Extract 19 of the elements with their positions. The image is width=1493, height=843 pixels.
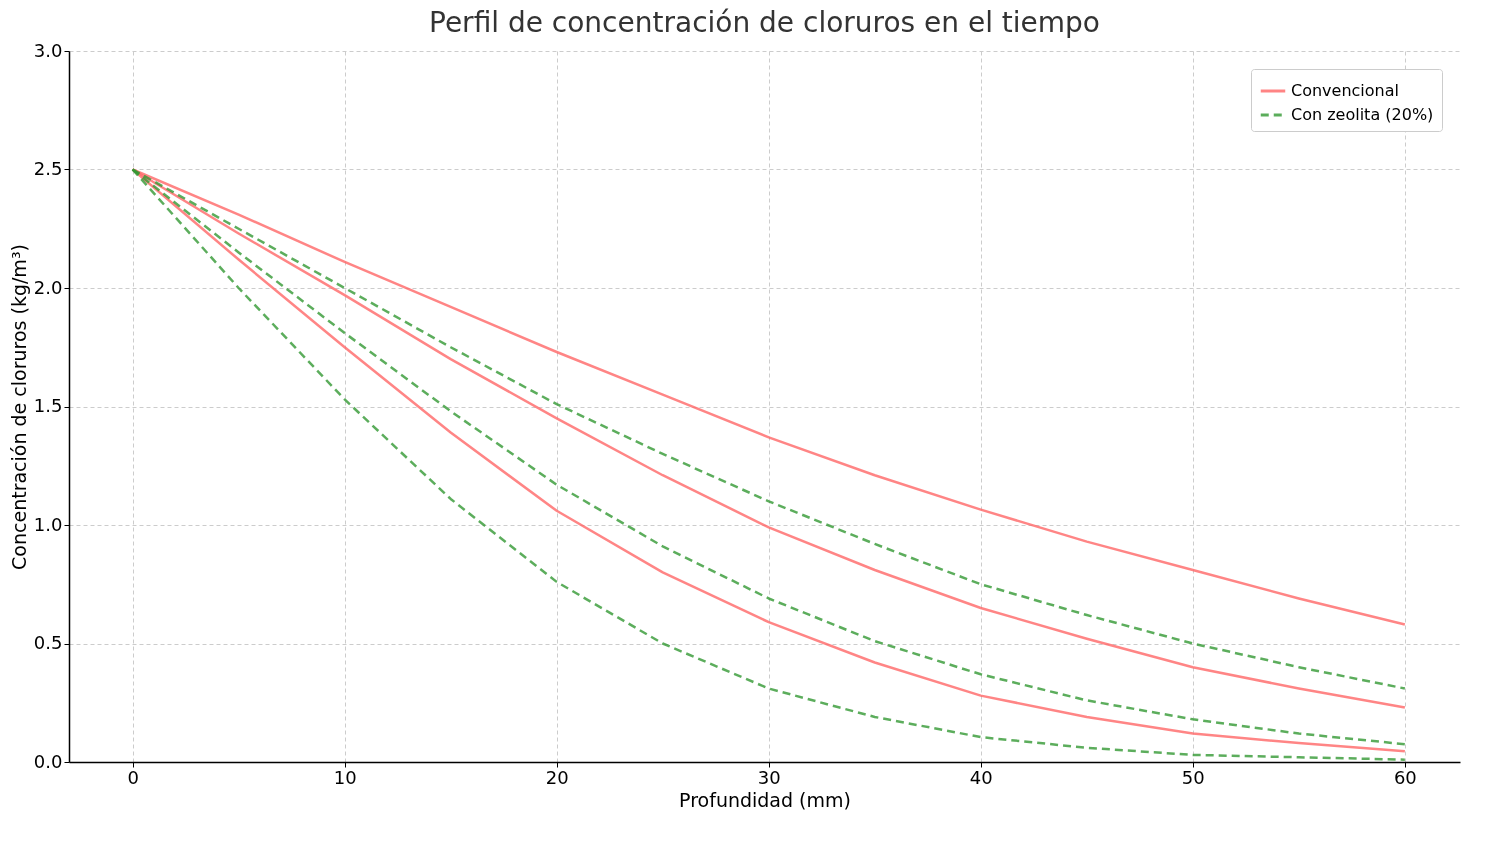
y-tick-label: 3.0 xyxy=(33,39,63,61)
y-tick-label: 1.5 xyxy=(33,395,63,416)
x-axis-title: Profundidad (mm) xyxy=(679,788,851,811)
x-tick-label: 30 xyxy=(757,766,781,788)
x-tick-label: 20 xyxy=(545,766,569,788)
y-tick-label: 1.0 xyxy=(33,513,63,535)
y-tick-label: 2.0 xyxy=(33,276,63,298)
y-tick-label: 2.5 xyxy=(33,158,63,179)
y-axis-title: Concentración de cloruros (kg/m³) xyxy=(7,244,30,570)
y-tick-label: 0.0 xyxy=(33,750,63,772)
legend-label: Con zeolita (20%) xyxy=(1291,105,1434,124)
chart-title: Perfil de concentración de cloruros en el tiempo xyxy=(428,6,1101,39)
x-tick-label: 60 xyxy=(1393,766,1417,788)
x-tick-label: 0 xyxy=(127,766,139,788)
x-tick-label: 10 xyxy=(333,766,357,788)
x-tick-label: 50 xyxy=(1181,766,1205,788)
legend-label: Convencional xyxy=(1291,81,1399,100)
x-tick-label: 40 xyxy=(969,766,993,788)
y-tick-label: 0.5 xyxy=(33,632,63,653)
